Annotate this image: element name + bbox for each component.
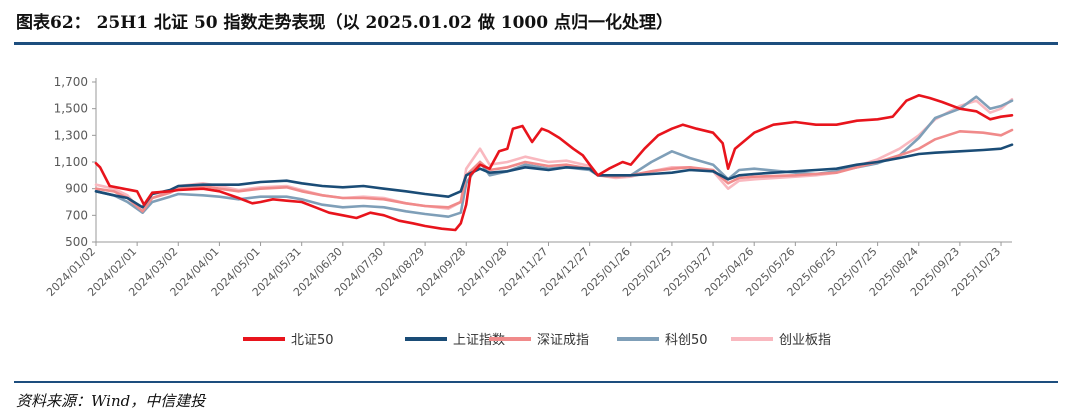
line-chart: 5007009001,1001,3001,5001,7002024/01/022… [44,75,1014,348]
source-note: 资料来源：Wind，中信建投 [16,392,206,410]
y-tick-label: 1,300 [54,128,88,142]
figure-title: 图表62： 25H1 北证 50 指数走势表现（以 2025.01.02 做 1… [16,13,673,33]
legend-label: 科创50 [665,333,708,348]
title-rule [14,42,1058,45]
series-line-4 [94,95,1014,218]
series-line-1 [94,94,1014,232]
y-tick-label: 1,700 [54,75,88,89]
legend-label: 创业板指 [779,333,831,348]
footer-rule [14,381,1058,383]
y-tick-label: 700 [65,208,88,222]
legend-label: 深证成指 [537,333,589,348]
legend-label: 上证指数 [453,333,505,348]
y-tick-label: 1,500 [54,102,88,116]
series-line-3 [94,128,1014,213]
y-tick-label: 1,100 [54,155,88,169]
y-tick-label: 500 [65,235,88,249]
y-tick-label: 900 [65,182,88,196]
series-line-2 [94,143,1014,209]
legend-label: 北证50 [291,333,334,348]
